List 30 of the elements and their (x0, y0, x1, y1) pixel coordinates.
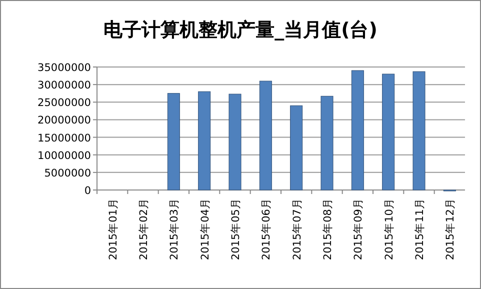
x-tick-label: 2015年04月 (199, 198, 212, 260)
y-tick-label: 25000000 (38, 97, 91, 110)
chart-title: 电子计算机整机产量_当月值(台) (104, 19, 378, 41)
bar (320, 96, 334, 190)
y-tick-label: 20000000 (38, 114, 91, 127)
bar (198, 91, 211, 190)
y-tick-label: 15000000 (38, 132, 91, 144)
y-tick-label: 35000000 (38, 62, 91, 74)
y-tick-label: 10000000 (38, 150, 91, 162)
x-tick-label: 2015年06月 (260, 198, 273, 260)
x-tick-label: 2015年08月 (322, 198, 334, 260)
x-tick-label: 2015年05月 (230, 198, 242, 260)
x-tick-label: 2015年11月 (414, 198, 426, 260)
x-tick-label: 2015年01月 (107, 198, 120, 260)
bar (259, 80, 272, 190)
bar (290, 105, 303, 190)
x-tick-label: 2015年03月 (168, 198, 181, 260)
y-tick-label: 30000000 (38, 80, 91, 92)
y-tick-label: 5000000 (44, 167, 91, 180)
bar (412, 71, 426, 190)
x-tick-label: 2015年02月 (138, 198, 150, 260)
y-tick-label: 0 (84, 185, 91, 197)
bar (382, 74, 395, 190)
bar (228, 94, 242, 190)
x-tick-label: 2015年07月 (291, 198, 304, 260)
x-tick-label: 2015年12月 (444, 198, 457, 260)
x-tick-label: 2015年10月 (383, 198, 396, 260)
bar (167, 93, 180, 190)
bar (351, 70, 364, 190)
x-tick-label: 2015年09月 (352, 198, 365, 260)
